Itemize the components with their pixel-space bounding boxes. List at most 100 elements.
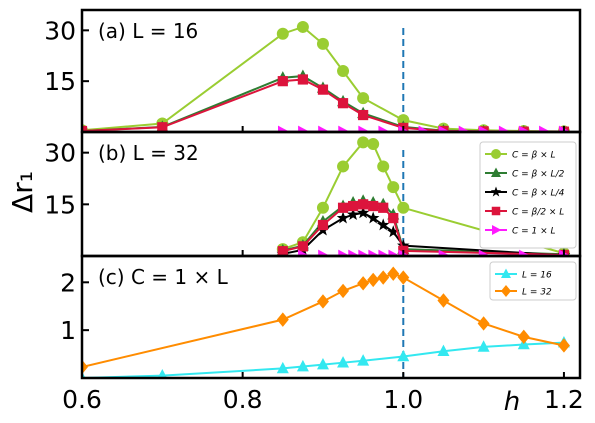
- data-point: [298, 125, 310, 132]
- data-point: [368, 200, 379, 212]
- data-point: [316, 294, 329, 309]
- data-point: [388, 249, 400, 256]
- data-point: [367, 272, 380, 288]
- data-point: [337, 160, 350, 173]
- data-point: [376, 218, 390, 231]
- data-point: [437, 344, 450, 357]
- data-point: [437, 293, 450, 308]
- legend-item-L32: L = 32: [495, 285, 552, 298]
- panel-a: 15 30 (a) L = 16: [44, 8, 582, 134]
- legend-item-one_L: C = 1 × L: [485, 225, 556, 237]
- x-tick-label: 1.2: [544, 385, 584, 414]
- data-point: [337, 356, 350, 368]
- panel-frame: [80, 254, 582, 380]
- legend: C = β × L C = β × L/2 C = β × L/4 C = β/2 ×…: [479, 141, 577, 249]
- panel-title: (a) L = 16: [98, 19, 198, 43]
- data-point: [518, 125, 531, 132]
- data-point: [318, 249, 330, 256]
- data-point: [296, 20, 309, 33]
- data-point: [316, 201, 329, 214]
- data-point: [518, 249, 531, 256]
- legend-label: L = 16: [522, 271, 552, 281]
- data-point: [276, 312, 289, 327]
- data-point: [278, 125, 290, 132]
- data-point: [336, 211, 350, 224]
- data-point: [337, 283, 350, 299]
- data-point: [318, 125, 330, 132]
- legend-box: [479, 141, 577, 249]
- y-tick-label: 30: [44, 16, 76, 45]
- data-point: [368, 249, 380, 256]
- x-tick-label: 0.8: [223, 385, 263, 414]
- data-point: [418, 125, 430, 132]
- legend-marker: [491, 206, 501, 216]
- y-axis-label-text: Δr₁: [6, 171, 39, 213]
- data-point: [357, 92, 370, 105]
- x-tick-labels: 0.6 0.8 1.0 1.2: [62, 385, 584, 414]
- data-point: [388, 213, 399, 224]
- x-axis-label: h: [504, 387, 520, 417]
- data-point: [358, 125, 370, 132]
- data-point: [438, 125, 451, 132]
- data-point: [367, 138, 380, 151]
- data-point: [377, 270, 390, 285]
- data-point: [397, 349, 410, 362]
- y-tick-label: 15: [44, 67, 76, 96]
- legend-label: C = β × L/2: [512, 170, 565, 180]
- data-point: [539, 125, 551, 132]
- data-point: [557, 338, 570, 353]
- data-point: [297, 241, 308, 252]
- panel-title: (b) L = 32: [98, 141, 199, 165]
- legend-label: C = β/2 × L: [512, 208, 564, 218]
- data-point: [316, 358, 329, 370]
- data-point: [386, 225, 400, 238]
- legend: L = 16 L = 32: [489, 261, 577, 301]
- x-tick-label: 1.0: [383, 385, 423, 414]
- data-point: [297, 74, 308, 85]
- data-point: [276, 361, 289, 374]
- legend-item-beta_L4: C = β × L/4: [485, 186, 565, 199]
- plot-area: [82, 266, 570, 378]
- data-point: [458, 125, 471, 132]
- y-axis-label: Δr₁: [6, 171, 39, 213]
- y-tick-label: 30: [44, 139, 76, 168]
- data-point: [358, 249, 370, 256]
- data-point: [366, 211, 380, 224]
- legend-item-beta_L2: C = β × L/2: [485, 167, 565, 180]
- data-point: [477, 316, 490, 331]
- data-point: [296, 359, 309, 372]
- data-point: [397, 239, 410, 252]
- data-point: [387, 266, 400, 281]
- data-point: [338, 249, 350, 256]
- legend-marker: [491, 167, 501, 177]
- data-point: [387, 181, 400, 194]
- data-point: [298, 249, 310, 256]
- data-point: [277, 246, 288, 256]
- data-point: [358, 109, 369, 121]
- data-point: [478, 249, 491, 256]
- legend-label: C = 1 × L: [512, 227, 556, 237]
- data-point: [378, 202, 389, 213]
- data-point: [277, 76, 288, 87]
- data-point: [82, 359, 88, 375]
- legend-marker: [501, 285, 511, 297]
- data-point: [517, 329, 530, 345]
- legend-item-beta_L: C = β × L: [485, 149, 556, 161]
- y-tick-label: 1: [60, 316, 76, 345]
- data-point: [348, 249, 360, 256]
- data-point: [157, 369, 168, 378]
- series-line-L16: [82, 341, 564, 378]
- data-point: [337, 202, 349, 213]
- legend-marker: [491, 149, 501, 159]
- data-point: [316, 37, 329, 50]
- legend-marker: [492, 225, 502, 235]
- data-point: [347, 200, 359, 212]
- panel-title: (c) C = 1 × L: [98, 265, 229, 289]
- data-point: [346, 208, 360, 221]
- data-point: [498, 125, 511, 132]
- data-point: [397, 201, 410, 214]
- panel-c: 1 2 (c) C = 1 × L L = 16 L = 32: [60, 254, 582, 380]
- data-point: [157, 122, 168, 132]
